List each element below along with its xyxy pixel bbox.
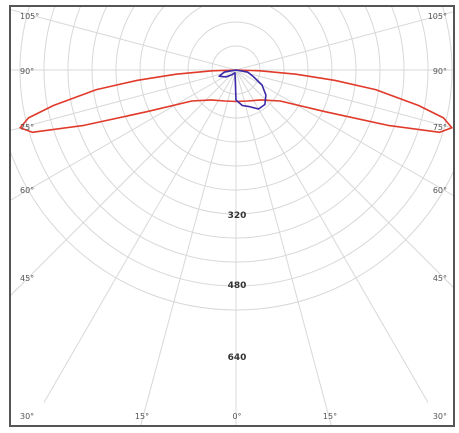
grid-spoke bbox=[235, 69, 453, 129]
curves bbox=[19, 69, 453, 134]
grid-spoke bbox=[235, 69, 332, 425]
series-curve-2 bbox=[218, 69, 267, 110]
ring-label-3: 640 bbox=[228, 353, 247, 363]
ring-label-1: 320 bbox=[228, 211, 247, 221]
right-tick-45: 45° bbox=[433, 274, 447, 283]
grid-spoke bbox=[235, 69, 453, 196]
left-tick-30: 30° bbox=[20, 412, 34, 421]
grid-spoke bbox=[11, 69, 237, 131]
left-tick-60: 60° bbox=[20, 186, 34, 195]
grid-spoke bbox=[11, 69, 237, 201]
bottom-tick-15-left: 15° bbox=[135, 412, 149, 421]
grid-spoke bbox=[43, 69, 237, 403]
left-tick-105: 105° bbox=[20, 12, 39, 21]
series-curve-1 bbox=[19, 69, 453, 134]
ring-label-2: 480 bbox=[228, 281, 247, 291]
left-tick-75: 75° bbox=[20, 123, 34, 132]
right-tick-75: 75° bbox=[433, 123, 447, 132]
grid-spoke bbox=[235, 69, 453, 288]
grid-spoke bbox=[11, 69, 237, 296]
grid-spoke bbox=[235, 69, 429, 403]
chart-frame bbox=[9, 5, 455, 427]
right-tick-90: 90° bbox=[433, 67, 447, 76]
left-tick-90: 90° bbox=[20, 67, 34, 76]
right-tick-30: 30° bbox=[433, 412, 447, 421]
grid-spoke bbox=[235, 11, 453, 71]
left-tick-45: 45° bbox=[20, 274, 34, 283]
right-tick-105: 105° bbox=[428, 12, 447, 21]
grid-spoke bbox=[140, 69, 237, 425]
bottom-tick-15-right: 15° bbox=[323, 412, 337, 421]
grid-spoke bbox=[11, 9, 237, 71]
right-tick-60: 60° bbox=[433, 186, 447, 195]
bottom-tick-0: 0° bbox=[232, 412, 241, 421]
